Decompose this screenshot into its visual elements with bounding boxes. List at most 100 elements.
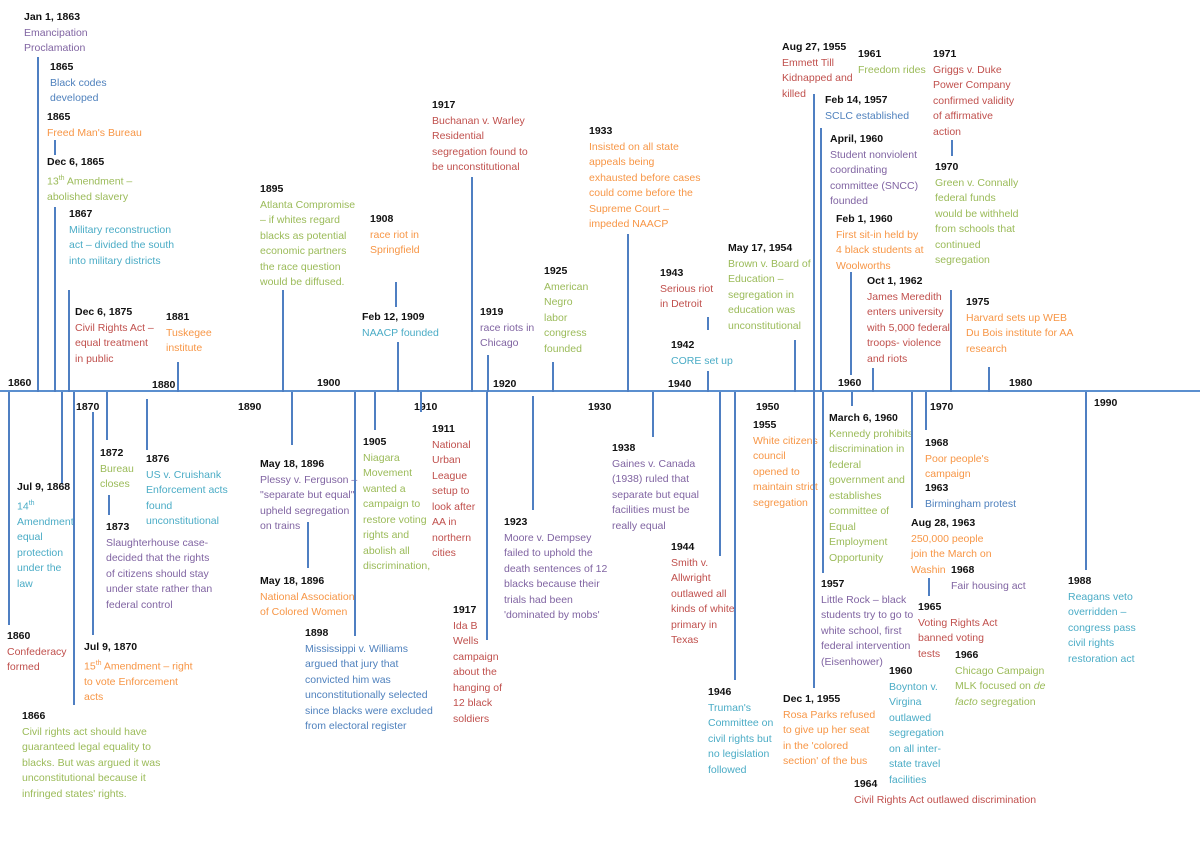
event-connector-line bbox=[471, 177, 473, 392]
event-description: Rosa Parks refused to give up her seat i… bbox=[783, 708, 876, 768]
timeline-event: 1876 US v. Cruishank Enforcement acts fou… bbox=[146, 452, 236, 530]
timeline-event: 1963 Birmingham protest bbox=[925, 481, 1035, 512]
event-date: Jan 1, 1863 bbox=[24, 11, 81, 23]
event-date: 1865 bbox=[50, 61, 74, 73]
event-date: 1957 bbox=[821, 578, 845, 590]
event-description: Little Rock – black students try to go t… bbox=[821, 593, 914, 668]
event-description: Kennedy prohibits discrimination in fede… bbox=[829, 427, 914, 564]
event-connector-line bbox=[794, 340, 796, 392]
event-connector-line bbox=[950, 290, 952, 392]
event-description: Smith v. Allwright outlawed all kinds of… bbox=[671, 556, 735, 647]
event-connector-line bbox=[719, 392, 721, 556]
timeline-event: Jan 1, 1863 Emancipation Proclamation bbox=[24, 10, 104, 57]
event-description: Ida B Wells campaign about the hanging o… bbox=[453, 619, 503, 725]
timeline-event: 1964 Civil Rights Act outlawed discrimina… bbox=[854, 777, 1054, 808]
event-connector-line bbox=[486, 392, 488, 640]
event-date: 1946 bbox=[708, 686, 732, 698]
event-description: Buchanan v. Warley Residential segregati… bbox=[432, 114, 528, 174]
event-date: 1866 bbox=[22, 710, 46, 722]
event-description: race riot in Springfield bbox=[370, 228, 420, 257]
decade-label: 1900 bbox=[317, 377, 341, 389]
decade-label: 1980 bbox=[1009, 377, 1033, 389]
timeline-event: 1872 Bureau closes bbox=[100, 446, 135, 493]
timeline-event: 1925 American Negro labor congress founde… bbox=[544, 264, 594, 357]
timeline-event: 1961 Freedom rides bbox=[858, 47, 933, 78]
event-date: 1898 bbox=[305, 627, 329, 639]
event-description: Harvard sets up WEB Du Bois institute fo… bbox=[966, 311, 1073, 355]
event-connector-line bbox=[177, 362, 179, 392]
event-date: Aug 28, 1963 bbox=[911, 517, 976, 529]
decade-label: 1940 bbox=[668, 378, 692, 390]
timeline-event: 1955 White citizens council opened to mai… bbox=[753, 418, 818, 511]
event-description: Brown v. Board of Education – segregatio… bbox=[728, 257, 811, 332]
timeline-event: Dec 6, 1865 13th Amendment – abolished sl… bbox=[47, 155, 147, 205]
event-connector-line bbox=[552, 362, 554, 392]
event-date: 1908 bbox=[370, 213, 394, 225]
event-date: 1961 bbox=[858, 48, 882, 60]
event-date: Feb 12, 1909 bbox=[362, 311, 425, 323]
timeline-event: 1965 Voting Rights Act banned voting test… bbox=[918, 600, 1008, 662]
event-date: 1964 bbox=[854, 778, 878, 790]
event-date: 1988 bbox=[1068, 575, 1092, 587]
event-description: Plessy v. Ferguson – "separate but equal… bbox=[260, 473, 358, 533]
event-date: May 18, 1896 bbox=[260, 458, 325, 470]
event-date: 1968 bbox=[951, 564, 975, 576]
event-connector-line bbox=[707, 317, 709, 330]
timeline-event: 1960 Boynton v. Virgina outlawed segregat… bbox=[889, 664, 949, 788]
event-date: Feb 14, 1957 bbox=[825, 94, 888, 106]
timeline-event: Jul 9, 1868 14th Amendment equal protecti… bbox=[17, 480, 77, 592]
decade-label: 1990 bbox=[1094, 397, 1118, 409]
timeline-event: Dec 1, 1955 Rosa Parks refused to give up… bbox=[783, 692, 878, 770]
event-date: Jul 9, 1868 bbox=[17, 481, 71, 493]
event-connector-line bbox=[54, 140, 56, 155]
event-connector-line bbox=[8, 392, 10, 625]
event-description: Emmett Till Kidnapped and killed bbox=[782, 56, 853, 100]
event-description: Insisted on all state appeals being exha… bbox=[589, 140, 701, 231]
timeline-event: 1865 Freed Man's Bureau bbox=[47, 110, 167, 141]
event-description: NAACP founded bbox=[362, 326, 439, 339]
timeline-event: 1866 Civil rights act should have guarant… bbox=[22, 709, 172, 802]
event-connector-line bbox=[291, 392, 293, 445]
event-description: First sit-in held by 4 black students at… bbox=[836, 228, 924, 272]
event-description: White citizens council opened to maintai… bbox=[753, 434, 818, 509]
event-description: US v. Cruishank Enforcement acts found u… bbox=[146, 468, 228, 528]
event-description: Birmingham protest bbox=[925, 497, 1017, 510]
decade-label: 1930 bbox=[588, 401, 612, 413]
timeline-event: Feb 1, 1960 First sit-in held by 4 black … bbox=[836, 212, 926, 274]
event-date: 1968 bbox=[925, 437, 949, 449]
event-description: Slaughterhouse case- decided that the ri… bbox=[106, 536, 213, 611]
event-description: American Negro labor congress founded bbox=[544, 280, 589, 355]
event-date: 1965 bbox=[918, 601, 942, 613]
event-date: May 17, 1954 bbox=[728, 242, 793, 254]
event-date: 1865 bbox=[47, 111, 71, 123]
event-connector-line bbox=[487, 355, 489, 392]
timeline-event: 1919 race riots in Chicago bbox=[480, 305, 535, 352]
event-date: April, 1960 bbox=[830, 133, 884, 145]
timeline-event: 1908 race riot in Springfield bbox=[370, 212, 430, 259]
timeline-event: 1898 Mississippi v. Williams argued that … bbox=[305, 626, 435, 735]
event-connector-line bbox=[354, 392, 356, 636]
event-connector-line bbox=[395, 282, 397, 307]
event-description: 15th Amendment – right to vote Enforceme… bbox=[84, 659, 193, 704]
event-description: Student nonviolent coordinating committe… bbox=[830, 148, 919, 208]
timeline-event: Feb 12, 1909 NAACP founded bbox=[362, 310, 452, 341]
event-connector-line bbox=[397, 342, 399, 392]
decade-label: 1920 bbox=[493, 378, 517, 390]
decade-label: 1890 bbox=[238, 401, 262, 413]
event-date: 1905 bbox=[363, 436, 387, 448]
event-connector-line bbox=[61, 392, 63, 484]
event-description: Chicago Campaign MLK focused on de facto… bbox=[955, 664, 1046, 708]
event-date: Dec 1, 1955 bbox=[783, 693, 841, 705]
event-description: 250,000 people join the March on Washin bbox=[911, 532, 992, 576]
event-description: Boynton v. Virgina outlawed segregation … bbox=[889, 680, 944, 786]
event-description: Moore v. Dempsey failed to uphold the de… bbox=[504, 531, 608, 622]
event-description: Civil rights act should have guaranteed … bbox=[22, 725, 161, 800]
event-connector-line bbox=[822, 392, 824, 573]
event-description: Truman's Committee on civil rights but n… bbox=[708, 701, 774, 776]
timeline-event: 1942 CORE set up bbox=[671, 338, 741, 369]
timeline-event: 1923 Moore v. Dempsey failed to uphold th… bbox=[504, 515, 614, 624]
event-date: 1960 bbox=[889, 665, 913, 677]
event-connector-line bbox=[850, 272, 852, 375]
decade-label: 1870 bbox=[76, 401, 100, 413]
